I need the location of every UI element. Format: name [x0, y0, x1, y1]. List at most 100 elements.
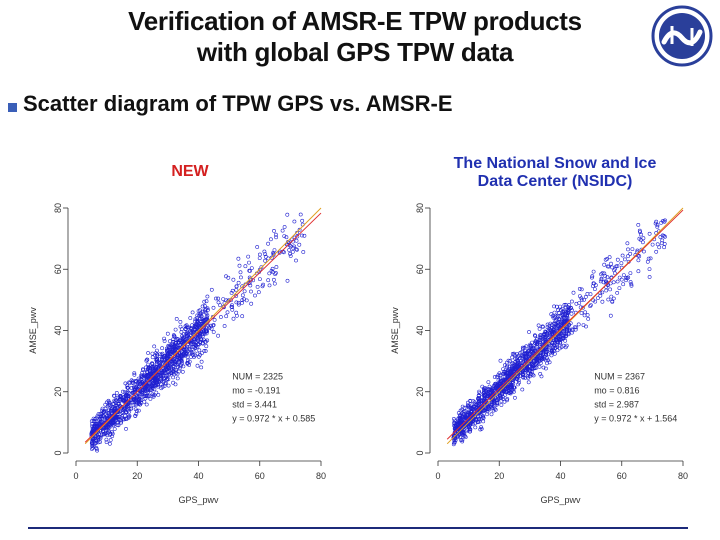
scatter-point	[95, 424, 100, 429]
scatter-point	[173, 382, 178, 387]
scatter-point	[133, 407, 138, 412]
scatter-point	[579, 298, 584, 302]
scatter-point	[113, 414, 118, 419]
scatter-point	[466, 423, 470, 428]
scatter-point	[193, 323, 198, 328]
scatter-point	[599, 277, 604, 282]
scatter-point	[552, 341, 557, 346]
scatter-point	[193, 353, 198, 358]
scatter-point	[94, 447, 99, 451]
scatter-point	[144, 388, 149, 393]
scatter-point	[482, 386, 487, 391]
scatter-point	[556, 322, 561, 327]
scatter-point	[515, 358, 520, 363]
scatter-point	[137, 394, 142, 399]
scatter-point	[452, 438, 457, 443]
scatter-point	[474, 418, 479, 423]
scatter-point	[488, 394, 493, 399]
scatter-point	[621, 282, 626, 287]
scatter-point	[197, 323, 202, 328]
scatter-point	[655, 242, 660, 247]
x-axis-label: GPS_pwv	[540, 495, 581, 505]
scatter-point	[277, 250, 282, 255]
scatter-point	[608, 313, 613, 318]
scatter-point	[231, 277, 236, 282]
scatter-point	[172, 344, 176, 349]
stat-std: std = 2.987	[594, 400, 639, 410]
scatter-point	[122, 406, 127, 411]
scatter-point	[224, 274, 228, 279]
scatter-point	[165, 353, 170, 358]
scatter-point	[147, 369, 152, 374]
scatter-point	[484, 396, 489, 401]
scatter-point	[272, 281, 277, 286]
scatter-point	[259, 265, 264, 270]
scatter-point	[600, 299, 605, 304]
scatter-point	[538, 333, 543, 337]
scatter-point	[566, 332, 571, 337]
scatter-point	[582, 313, 587, 318]
scatter-point	[520, 345, 525, 350]
scatter-point	[281, 250, 286, 255]
scatter-point	[132, 371, 137, 376]
scatter-point	[195, 363, 200, 368]
scatter-point	[198, 334, 203, 339]
scatter-point	[663, 218, 667, 223]
scatter-point	[605, 275, 610, 280]
scatter-point	[157, 373, 162, 377]
scatter-point	[547, 360, 552, 365]
scatter-point	[583, 310, 588, 315]
scatter-point	[507, 367, 512, 371]
scatter-point	[662, 245, 667, 250]
scatter-point	[273, 272, 278, 277]
scatter-point	[156, 382, 160, 387]
scatter-point	[505, 397, 510, 401]
scatter-point	[230, 303, 234, 308]
scatter-point	[585, 313, 590, 317]
scatter-point	[122, 399, 127, 404]
scatter-point	[204, 329, 209, 334]
scatter-point	[172, 334, 177, 338]
scatter-point	[105, 433, 110, 438]
scatter-point	[591, 298, 596, 303]
scatter-point	[238, 275, 243, 280]
scatter-point	[185, 355, 190, 359]
scatter-point	[146, 351, 151, 355]
bullet-text: Scatter diagram of TPW GPS vs. AMSR-E	[23, 91, 453, 116]
scatter-point	[285, 278, 290, 283]
scatter-point	[636, 223, 641, 227]
scatter-point	[112, 398, 117, 403]
scatter-point	[174, 346, 179, 351]
scatter-point	[501, 386, 506, 391]
scatter-point	[96, 412, 101, 417]
scatter-point	[134, 384, 139, 389]
scatter-point	[549, 344, 554, 349]
scatter-point	[136, 385, 141, 390]
scatter-point	[539, 355, 543, 360]
scatter-point	[451, 442, 456, 447]
scatter-point	[156, 392, 161, 397]
scatter-point	[274, 235, 279, 240]
scatter-point	[266, 241, 271, 246]
scatter-point	[199, 359, 204, 364]
y-tick-label: 0	[415, 450, 425, 455]
scatter-point	[211, 323, 216, 327]
scatter-point	[543, 337, 547, 342]
scatter-point	[295, 247, 299, 252]
scatter-point	[625, 276, 630, 281]
scatter-point	[140, 370, 145, 375]
scatter-point	[140, 388, 145, 393]
scatter-point	[124, 410, 128, 415]
scatter-point	[297, 242, 302, 247]
scatter-point	[224, 314, 229, 319]
scatter-point	[123, 396, 128, 401]
scatter-point	[579, 311, 584, 315]
scatter-point	[301, 250, 306, 254]
scatter-point	[154, 390, 159, 395]
scatter-point	[203, 349, 208, 353]
scatter-point	[519, 350, 524, 355]
scatter-point	[538, 339, 543, 344]
scatter-point	[195, 351, 200, 356]
scatter-point	[162, 339, 167, 343]
y-tick-label: 20	[415, 387, 425, 397]
